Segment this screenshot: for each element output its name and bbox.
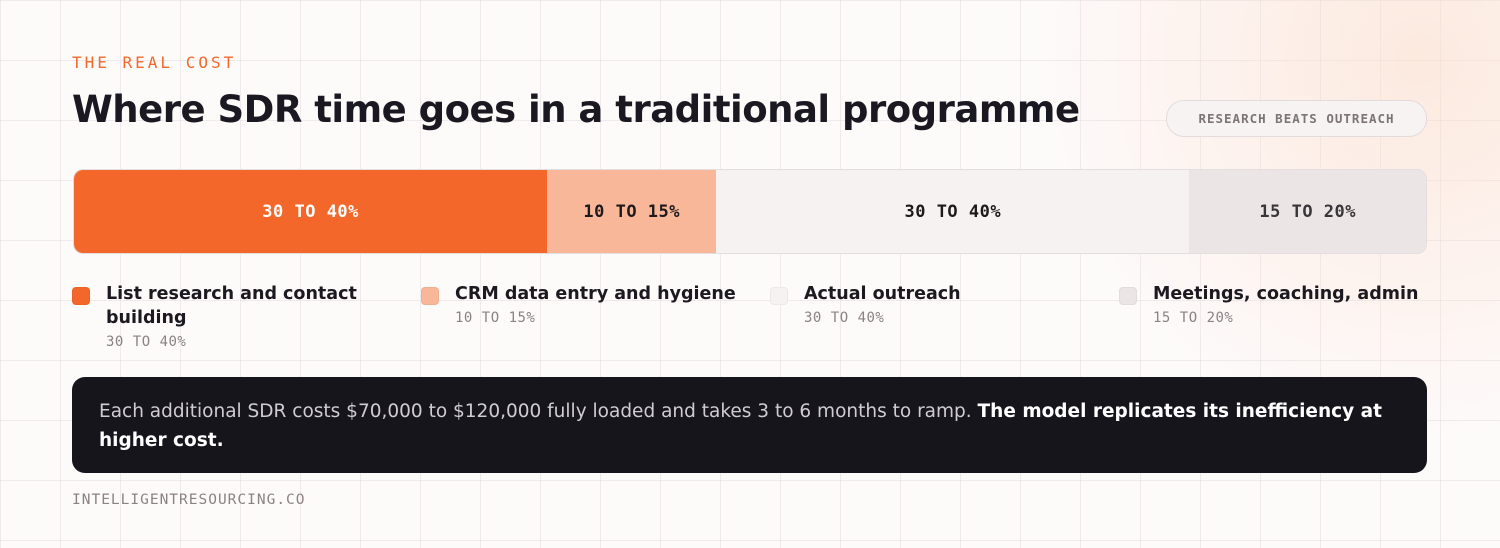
legend: List research and contact building 30 TO … xyxy=(72,282,1468,350)
legend-range: 10 TO 15% xyxy=(455,310,536,326)
legend-item: List research and contact building 30 TO … xyxy=(72,282,421,350)
segment-label: 10 TO 15% xyxy=(583,201,681,222)
bar-segment: 10 TO 15% xyxy=(547,170,717,253)
legend-range: 30 TO 40% xyxy=(106,334,187,350)
legend-item: Actual outreach 30 TO 40% xyxy=(770,282,1119,350)
legend-swatch xyxy=(72,287,90,305)
footer: INTELLIGENTRESOURCING.CO xyxy=(72,492,306,508)
legend-item: Meetings, coaching, admin 15 TO 20% xyxy=(1119,282,1468,350)
legend-text: Actual outreach 30 TO 40% xyxy=(804,282,1094,350)
segment-label: 15 TO 20% xyxy=(1259,201,1357,222)
bar-segment: 30 TO 40% xyxy=(716,170,1190,253)
note-emphasis: The model replicates its inefficiency at… xyxy=(99,401,1382,451)
legend-name: Meetings, coaching, admin xyxy=(1153,284,1419,304)
eyebrow: THE REAL COST xyxy=(72,53,237,72)
legend-item: CRM data entry and hygiene 10 TO 15% xyxy=(421,282,770,350)
segment-label: 30 TO 40% xyxy=(904,201,1002,222)
legend-swatch xyxy=(770,287,788,305)
legend-text: Meetings, coaching, admin 15 TO 20% xyxy=(1153,282,1443,350)
badge: RESEARCH BEATS OUTREACH xyxy=(1166,100,1427,137)
legend-swatch xyxy=(1119,287,1137,305)
legend-range: 15 TO 20% xyxy=(1153,310,1234,326)
bar-segment: 30 TO 40% xyxy=(74,170,548,253)
stacked-bar: 30 TO 40% 10 TO 15% 30 TO 40% 15 TO 20% xyxy=(73,169,1427,254)
legend-swatch xyxy=(421,287,439,305)
title: Where SDR time goes in a traditional pro… xyxy=(72,88,1080,131)
legend-text: List research and contact building 30 TO … xyxy=(106,282,396,350)
legend-name: CRM data entry and hygiene xyxy=(455,284,736,304)
legend-range: 30 TO 40% xyxy=(804,310,885,326)
legend-name: Actual outreach xyxy=(804,284,961,304)
bar-segment: 15 TO 20% xyxy=(1189,170,1426,253)
legend-text: CRM data entry and hygiene 10 TO 15% xyxy=(455,282,745,350)
legend-name: List research and contact building xyxy=(106,284,357,328)
segment-label: 30 TO 40% xyxy=(262,201,359,222)
note-text: Each additional SDR costs $70,000 to $12… xyxy=(99,401,972,422)
note: Each additional SDR costs $70,000 to $12… xyxy=(72,377,1427,473)
